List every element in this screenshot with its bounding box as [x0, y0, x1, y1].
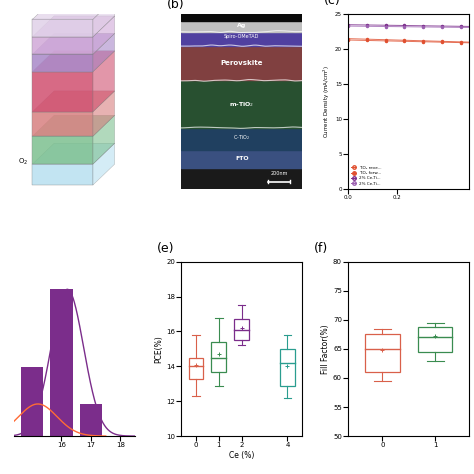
Bar: [181, 81, 302, 128]
Polygon shape: [32, 16, 115, 37]
Text: 200nm: 200nm: [271, 171, 288, 176]
Bar: [181, 168, 302, 189]
Polygon shape: [32, 143, 115, 164]
Bar: [365, 334, 400, 372]
Polygon shape: [32, 72, 93, 112]
Polygon shape: [93, 16, 115, 55]
Text: O$_2$: O$_2$: [18, 157, 28, 167]
Polygon shape: [93, 0, 115, 37]
Y-axis label: Fill Factor(%): Fill Factor(%): [321, 324, 330, 374]
Text: (e): (e): [157, 242, 174, 255]
Polygon shape: [32, 37, 93, 55]
Bar: [181, 32, 302, 46]
Polygon shape: [32, 91, 115, 112]
Bar: [21, 367, 43, 436]
Polygon shape: [93, 91, 115, 136]
Text: (f): (f): [314, 242, 328, 255]
Bar: [181, 150, 302, 168]
Polygon shape: [32, 115, 115, 136]
Polygon shape: [93, 143, 115, 185]
Bar: [234, 319, 249, 340]
Text: m-TiO$_2$: m-TiO$_2$: [229, 100, 255, 109]
Polygon shape: [32, 51, 115, 72]
Bar: [80, 404, 102, 436]
Polygon shape: [32, 136, 93, 164]
Text: Perovskite: Perovskite: [220, 60, 263, 66]
Text: C-TiO$_2$: C-TiO$_2$: [233, 134, 250, 143]
Y-axis label: PCE(%): PCE(%): [154, 335, 163, 363]
Bar: [418, 327, 452, 352]
Legend: TiO₂ reve..., TiO₂ forw..., 2% Ce-Ti..., 2% Ce-Ti...: TiO₂ reve..., TiO₂ forw..., 2% Ce-Ti...,…: [350, 165, 383, 186]
Bar: [21, 406, 43, 436]
Polygon shape: [32, 33, 115, 55]
Text: Ag: Ag: [237, 23, 246, 28]
Polygon shape: [32, 164, 93, 185]
Bar: [50, 289, 73, 436]
X-axis label: Ce (%): Ce (%): [229, 451, 255, 460]
Polygon shape: [32, 0, 115, 19]
Bar: [181, 21, 302, 32]
Polygon shape: [32, 55, 93, 72]
Text: (c): (c): [324, 0, 341, 7]
Bar: [280, 349, 295, 385]
Bar: [211, 342, 226, 372]
Polygon shape: [32, 19, 93, 37]
Text: (b): (b): [167, 0, 184, 11]
Bar: [181, 46, 302, 81]
Polygon shape: [93, 115, 115, 164]
Bar: [181, 128, 302, 150]
Polygon shape: [93, 51, 115, 112]
Polygon shape: [32, 112, 93, 136]
Y-axis label: Current Density (mA/cm$^2$): Current Density (mA/cm$^2$): [322, 65, 332, 138]
Bar: [189, 358, 203, 379]
Polygon shape: [93, 33, 115, 72]
Text: FTO: FTO: [235, 156, 248, 162]
Text: Spiro-OMeTAD: Spiro-OMeTAD: [224, 35, 259, 39]
Bar: [181, 14, 302, 21]
